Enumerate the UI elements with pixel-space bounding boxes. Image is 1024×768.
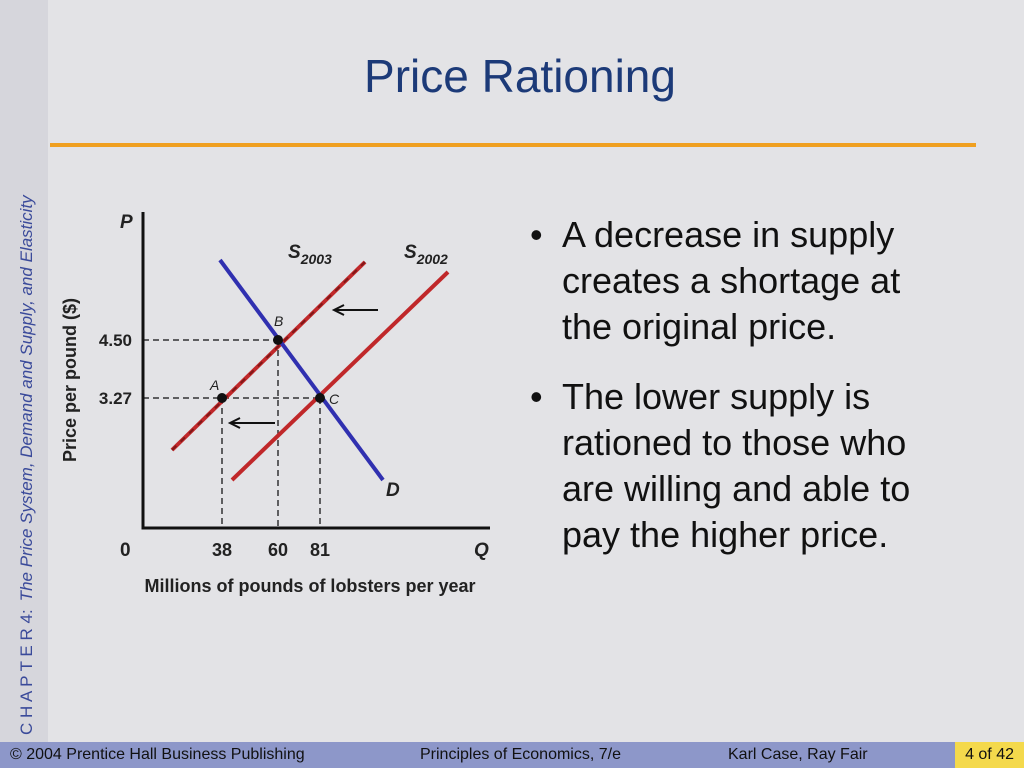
sidebar xyxy=(0,0,48,742)
x-label: Millions of pounds of lobsters per year xyxy=(144,576,475,596)
bullet-list: A decrease in supply creates a shortage … xyxy=(520,212,960,582)
arrow-head xyxy=(227,417,241,429)
axes xyxy=(141,212,490,530)
guides xyxy=(143,339,321,528)
point-c xyxy=(315,393,325,403)
point-label: A xyxy=(209,377,219,393)
quantity-label: 38 xyxy=(212,540,232,560)
quantity-label: 81 xyxy=(310,540,330,560)
graph: P Q 0 4.50 3.27 38 60 81 Millions of pou… xyxy=(60,212,490,596)
sidebar-text: C H A P T E R 4: The Price System, Demand… xyxy=(17,194,36,735)
point-b xyxy=(273,335,283,345)
quantity-label: 60 xyxy=(268,540,288,560)
bullet: The lower supply is rationed to those wh… xyxy=(520,374,960,558)
price-label: 3.27 xyxy=(99,389,132,408)
curve-label: S2002 xyxy=(404,242,448,267)
title: Price Rationing xyxy=(364,50,676,102)
demand xyxy=(218,258,385,482)
q-symbol: Q xyxy=(474,540,489,561)
curve-name: S xyxy=(288,242,301,263)
curve-name: S xyxy=(404,242,417,263)
p-symbol: P xyxy=(120,212,133,233)
point-label: B xyxy=(274,313,283,329)
supply-2003-dash xyxy=(171,261,366,451)
supply-2002 xyxy=(230,270,450,482)
point-label: C xyxy=(329,391,340,407)
y-label: Price per pound ($) xyxy=(60,298,80,462)
arrow-head xyxy=(331,304,345,316)
point-a xyxy=(217,393,227,403)
curve-label: S2003 xyxy=(288,242,332,267)
authors: Karl Case, Ray Fair xyxy=(728,746,868,763)
footer: © 2004 Prentice Hall Business Publishing… xyxy=(0,742,1024,768)
chapter-title: The Price System, Demand and Supply, and… xyxy=(17,194,36,601)
book: Principles of Economics, 7/e xyxy=(420,746,621,763)
curve-label: D xyxy=(386,480,400,501)
bullet: A decrease in supply creates a shortage … xyxy=(520,212,960,350)
arrows xyxy=(227,304,378,429)
chapter: C H A P T E R 4: xyxy=(17,609,36,735)
curve-subscript: 2002 xyxy=(416,251,448,267)
origin: 0 xyxy=(120,540,131,561)
page-number: 4 of 42 xyxy=(955,742,1024,768)
price-label: 4.50 xyxy=(99,331,132,350)
publisher: © 2004 Prentice Hall Business Publishing xyxy=(10,746,305,763)
curve-subscript: 2003 xyxy=(300,251,332,267)
slide-art: C H A P T E R 4: The Price System, Demand… xyxy=(0,0,976,742)
